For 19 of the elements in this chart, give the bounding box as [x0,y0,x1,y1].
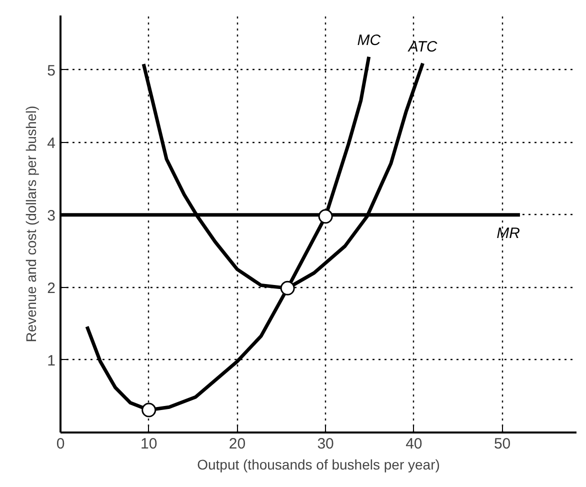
x-tick-label: 20 [228,436,246,452]
y-tick-label: 2 [47,280,56,297]
x-tick-label: 50 [494,436,511,452]
x-tick-label: 30 [317,436,334,452]
point [280,280,295,296]
series-label: MC [357,32,381,49]
y-tick-label: 1 [47,352,56,370]
series-label: MR [496,224,520,242]
y-tick-label: 4 [47,134,56,152]
series-label: ATC [407,38,438,56]
x-tick-label: 0 [56,436,65,452]
x-tick-label: 40 [406,436,422,452]
y-tick-label: 5 [47,62,56,80]
x-tick-label: 10 [140,436,158,452]
point [318,209,333,224]
y-axis-title: Revenue and cost (dollars per bushel) [23,106,40,342]
point [142,402,156,418]
x-axis-title: Output (thousands of bushels per year) [197,456,440,472]
y-tick-label: 3 [47,207,56,224]
